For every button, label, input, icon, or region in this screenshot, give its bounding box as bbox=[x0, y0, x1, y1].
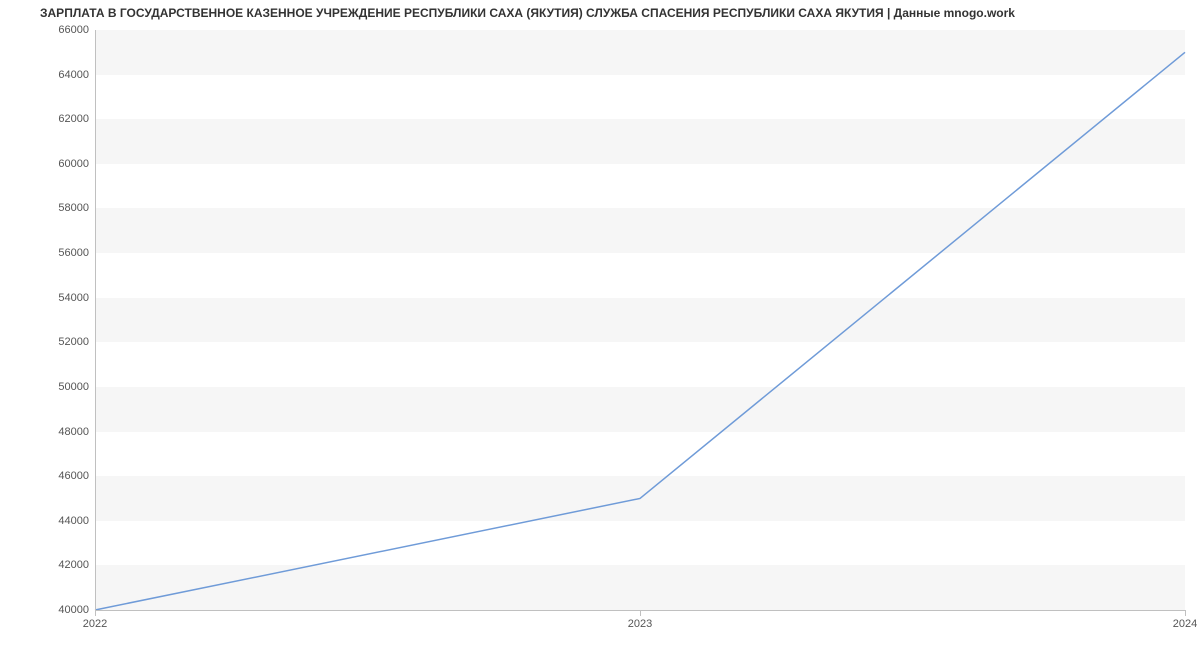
y-tick-label: 60000 bbox=[45, 158, 89, 170]
y-tick-label: 50000 bbox=[45, 381, 89, 393]
y-tick-label: 44000 bbox=[45, 515, 89, 527]
x-tick-label: 2024 bbox=[1173, 618, 1197, 630]
y-tick-label: 48000 bbox=[45, 426, 89, 438]
x-tick-mark bbox=[95, 610, 96, 616]
y-tick-label: 40000 bbox=[45, 604, 89, 616]
y-tick-label: 58000 bbox=[45, 202, 89, 214]
x-tick-label: 2023 bbox=[628, 618, 652, 630]
y-tick-label: 52000 bbox=[45, 336, 89, 348]
y-tick-label: 46000 bbox=[45, 470, 89, 482]
y-tick-label: 62000 bbox=[45, 113, 89, 125]
y-tick-label: 56000 bbox=[45, 247, 89, 259]
x-tick-label: 2022 bbox=[83, 618, 107, 630]
x-tick-mark bbox=[640, 610, 641, 616]
chart-container: ЗАРПЛАТА В ГОСУДАРСТВЕННОЕ КАЗЕННОЕ УЧРЕ… bbox=[0, 0, 1200, 650]
y-axis-line bbox=[95, 30, 96, 610]
y-tick-label: 42000 bbox=[45, 559, 89, 571]
salary-line bbox=[95, 52, 1185, 610]
y-tick-label: 66000 bbox=[45, 24, 89, 36]
y-tick-label: 64000 bbox=[45, 69, 89, 81]
chart-title: ЗАРПЛАТА В ГОСУДАРСТВЕННОЕ КАЗЕННОЕ УЧРЕ… bbox=[40, 6, 1015, 20]
plot-area bbox=[95, 30, 1185, 610]
x-tick-mark bbox=[1185, 610, 1186, 616]
line-series bbox=[95, 30, 1185, 610]
y-tick-label: 54000 bbox=[45, 292, 89, 304]
